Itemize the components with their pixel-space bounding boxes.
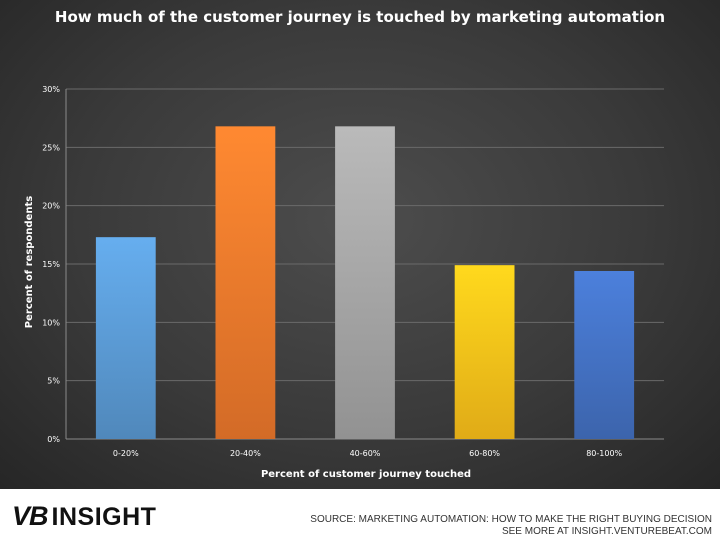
x-tick-label: 80-100% <box>586 449 622 458</box>
vb-insight-logo: VB INSIGHT <box>12 501 157 531</box>
y-tick-label: 15% <box>42 260 60 269</box>
footer: VB INSIGHT SOURCE: MARKETING AUTOMATION: … <box>0 489 720 540</box>
logo-insight: INSIGHT <box>51 503 157 531</box>
y-tick-label: 5% <box>47 377 60 386</box>
bar-60-80% <box>454 265 515 439</box>
x-axis-label: Percent of customer journey touched <box>261 469 471 480</box>
y-axis-label: Percent of respondents <box>24 196 35 328</box>
y-tick-label: 10% <box>42 318 60 327</box>
source-note: SOURCE: MARKETING AUTOMATION: HOW TO MAK… <box>310 514 712 538</box>
see-more-line: SEE MORE AT INSIGHT.VENTUREBEAT.COM <box>501 526 712 537</box>
y-tick-label: 0% <box>47 435 60 444</box>
chart-title: How much of the customer journey is touc… <box>54 8 666 26</box>
bar-40-60% <box>335 126 395 439</box>
x-tick-label: 60-80% <box>469 449 500 458</box>
source-line: SOURCE: MARKETING AUTOMATION: HOW TO MAK… <box>310 514 712 525</box>
bars <box>95 126 635 439</box>
bar-0-20% <box>95 237 156 439</box>
x-tick-label: 40-60% <box>350 449 381 458</box>
chart-slide: How much of the customer journey is touc… <box>0 0 720 489</box>
x-tick-label: 20-40% <box>230 449 261 458</box>
y-tick-label: 30% <box>42 85 60 94</box>
y-tick-label: 25% <box>42 143 60 152</box>
tick-labels: 0% 5% 10% 15% 20% 25% 30% 0-20% 20-40% 40-60% 60-8… <box>42 85 622 458</box>
bar-80-100% <box>574 271 635 439</box>
y-tick-label: 20% <box>42 202 60 211</box>
logo-vb: VB <box>12 501 49 531</box>
x-tick-label: 0-20% <box>113 449 139 458</box>
bar-chart: 0% 5% 10% 15% 20% 25% 30% 0-20% 20-40% 40-60% 60-8… <box>24 85 664 480</box>
bar-20-40% <box>215 126 276 439</box>
